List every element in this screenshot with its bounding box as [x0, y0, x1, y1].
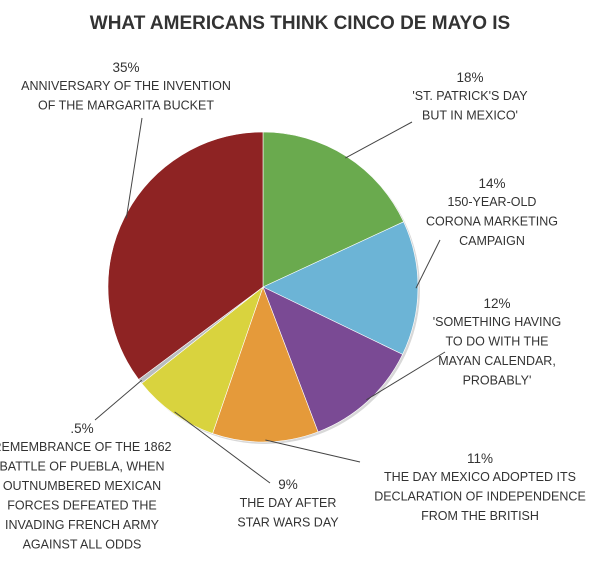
slice-label-line: BUT IN MEXICO' — [422, 109, 518, 123]
slice-value-label: .5% — [70, 421, 93, 436]
slice-label-line: ANNIVERSARY OF THE INVENTION — [21, 79, 231, 93]
slice-value-label: 9% — [278, 477, 298, 492]
slice-value-label: 11% — [467, 451, 493, 466]
pie-slice-4 — [212, 286, 319, 443]
slice-label-line: PROBABLY' — [463, 374, 532, 388]
slice-label-line: CORONA MARKETING — [426, 215, 558, 229]
slice-label-7: 35% ANNIVERSARY OF THE INVENTION OF THE MA… — [21, 60, 231, 113]
slice-label-line: 'SOMETHING HAVING — [433, 315, 562, 329]
pie-slice-3 — [262, 286, 403, 433]
slice-label-line: THE DAY MEXICO ADOPTED ITS — [384, 470, 576, 484]
slice-label-line: OF THE MARGARITA BUCKET — [38, 99, 214, 113]
slice-label-line: FORCES DEFEATED THE — [7, 499, 157, 513]
slice-label-line: OUTNUMBERED MEXICAN — [3, 479, 161, 493]
slice-label-line: CAMPAIGN — [459, 234, 525, 248]
slice-label-line: INVADING FRENCH ARMY — [5, 518, 160, 532]
leader-line-4 — [265, 439, 361, 463]
slice-label-3: 12% 'SOMETHING HAVING TO DO WITH THE MAYAN … — [433, 296, 562, 388]
slice-label-line: 'ST. PATRICK'S DAY — [412, 89, 528, 103]
chart-title: WHAT AMERICANS THINK CINCO DE MAYO IS — [90, 13, 510, 34]
slice-labels: 18% 'ST. PATRICK'S DAY BUT IN MEXICO' 14% 15… — [0, 60, 586, 552]
pie-slices — [107, 131, 420, 444]
leader-lines — [94, 117, 446, 484]
slice-value-label: 18% — [456, 70, 483, 85]
leader-line-7 — [125, 117, 143, 219]
slice-label-line: THE DAY AFTER — [240, 496, 337, 510]
leader-line-1 — [345, 121, 413, 159]
slice-value-label: 35% — [112, 60, 139, 75]
slice-label-2: 14% 150-YEAR-OLD CORONA MARKETING CAMPAIGN — [426, 176, 558, 248]
slice-label-line: BATTLE OF PUEBLA, WHEN — [0, 460, 165, 474]
slice-label-line: 150-YEAR-OLD — [448, 195, 537, 209]
pie-slice-1 — [262, 131, 405, 288]
slice-label-1: 18% 'ST. PATRICK'S DAY BUT IN MEXICO' — [412, 70, 528, 123]
pie-slice-2 — [262, 221, 419, 355]
pie-slice-5 — [141, 286, 264, 434]
slice-label-line: AGAINST ALL ODDS — [23, 538, 142, 552]
leader-line-3 — [366, 351, 446, 401]
slice-label-4: 11% THE DAY MEXICO ADOPTED ITS DECLARATION… — [374, 451, 586, 523]
slice-label-line: DECLARATION OF INDEPENDENCE — [374, 490, 586, 504]
slice-label-line: STAR WARS DAY — [237, 516, 339, 530]
pie-slice-7 — [107, 131, 264, 380]
slice-label-line: REMEMBRANCE OF THE 1862 — [0, 440, 172, 454]
slice-label-6: .5% REMEMBRANCE OF THE 1862 BATTLE OF PUEB… — [0, 421, 172, 552]
slice-label-5: 9% THE DAY AFTER STAR WARS DAY — [237, 477, 339, 530]
slice-value-label: 14% — [478, 176, 505, 191]
slice-label-line: TO DO WITH THE — [445, 335, 548, 349]
leader-line-6 — [94, 379, 143, 421]
slice-label-line: FROM THE BRITISH — [421, 509, 539, 523]
leader-line-5 — [174, 411, 271, 484]
leader-line-2 — [415, 239, 441, 289]
slice-label-line: MAYAN CALENDAR, — [438, 354, 556, 368]
slice-value-label: 12% — [483, 296, 510, 311]
